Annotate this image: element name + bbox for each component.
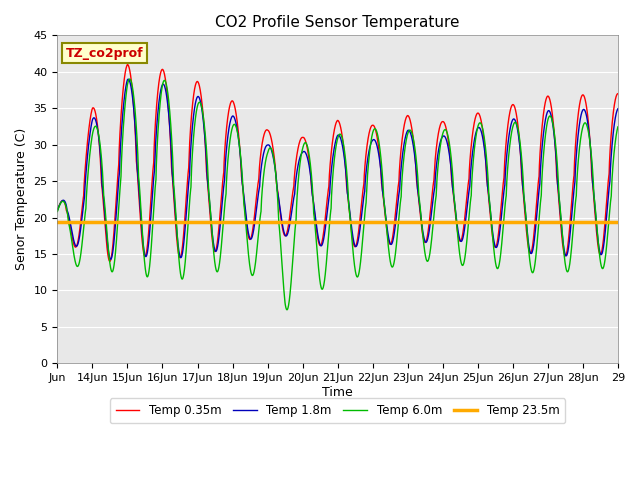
- Temp 6.0m: [390, 261, 397, 267]
- Temp 6.0m: [54, 209, 61, 215]
- Temp 0.35m: [106, 258, 114, 264]
- Temp 6.0m: [156, 109, 163, 115]
- Temp 1.8m: [515, 132, 522, 138]
- Legend: Temp 0.35m, Temp 1.8m, Temp 6.0m, Temp 23.5m: Temp 0.35m, Temp 1.8m, Temp 6.0m, Temp 2…: [110, 398, 565, 423]
- Temp 0.35m: [268, 138, 276, 144]
- Temp 6.0m: [283, 307, 291, 312]
- Temp 6.0m: [472, 134, 479, 140]
- Y-axis label: Senor Temperature (C): Senor Temperature (C): [15, 128, 28, 271]
- Line: Temp 1.8m: Temp 1.8m: [58, 79, 618, 259]
- Temp 0.35m: [472, 113, 479, 119]
- Temp 6.0m: [515, 129, 522, 134]
- Temp 1.8m: [419, 224, 426, 229]
- Temp 0.35m: [54, 207, 61, 213]
- Temp 23.5m: [88, 219, 96, 225]
- Title: CO2 Profile Sensor Temperature: CO2 Profile Sensor Temperature: [216, 15, 460, 30]
- Line: Temp 6.0m: Temp 6.0m: [58, 79, 618, 310]
- Temp 1.8m: [268, 148, 276, 154]
- Temp 1.8m: [107, 256, 115, 262]
- Temp 6.0m: [614, 124, 621, 130]
- Temp 1.8m: [472, 130, 479, 136]
- Temp 0.35m: [614, 91, 621, 96]
- X-axis label: Time: Time: [323, 386, 353, 399]
- Temp 1.8m: [390, 234, 397, 240]
- Temp 6.0m: [126, 76, 134, 82]
- Line: Temp 0.35m: Temp 0.35m: [58, 64, 618, 261]
- Temp 23.5m: [54, 219, 61, 225]
- Temp 0.35m: [156, 76, 163, 82]
- Text: TZ_co2prof: TZ_co2prof: [66, 47, 143, 60]
- Temp 0.35m: [515, 127, 522, 132]
- Temp 6.0m: [268, 146, 275, 152]
- Temp 0.35m: [124, 61, 131, 67]
- Temp 0.35m: [419, 228, 426, 234]
- Temp 1.8m: [54, 207, 61, 213]
- Temp 1.8m: [156, 96, 163, 101]
- Temp 1.8m: [614, 106, 621, 112]
- Temp 0.35m: [390, 226, 397, 232]
- Temp 1.8m: [124, 76, 132, 82]
- Temp 6.0m: [419, 225, 426, 231]
